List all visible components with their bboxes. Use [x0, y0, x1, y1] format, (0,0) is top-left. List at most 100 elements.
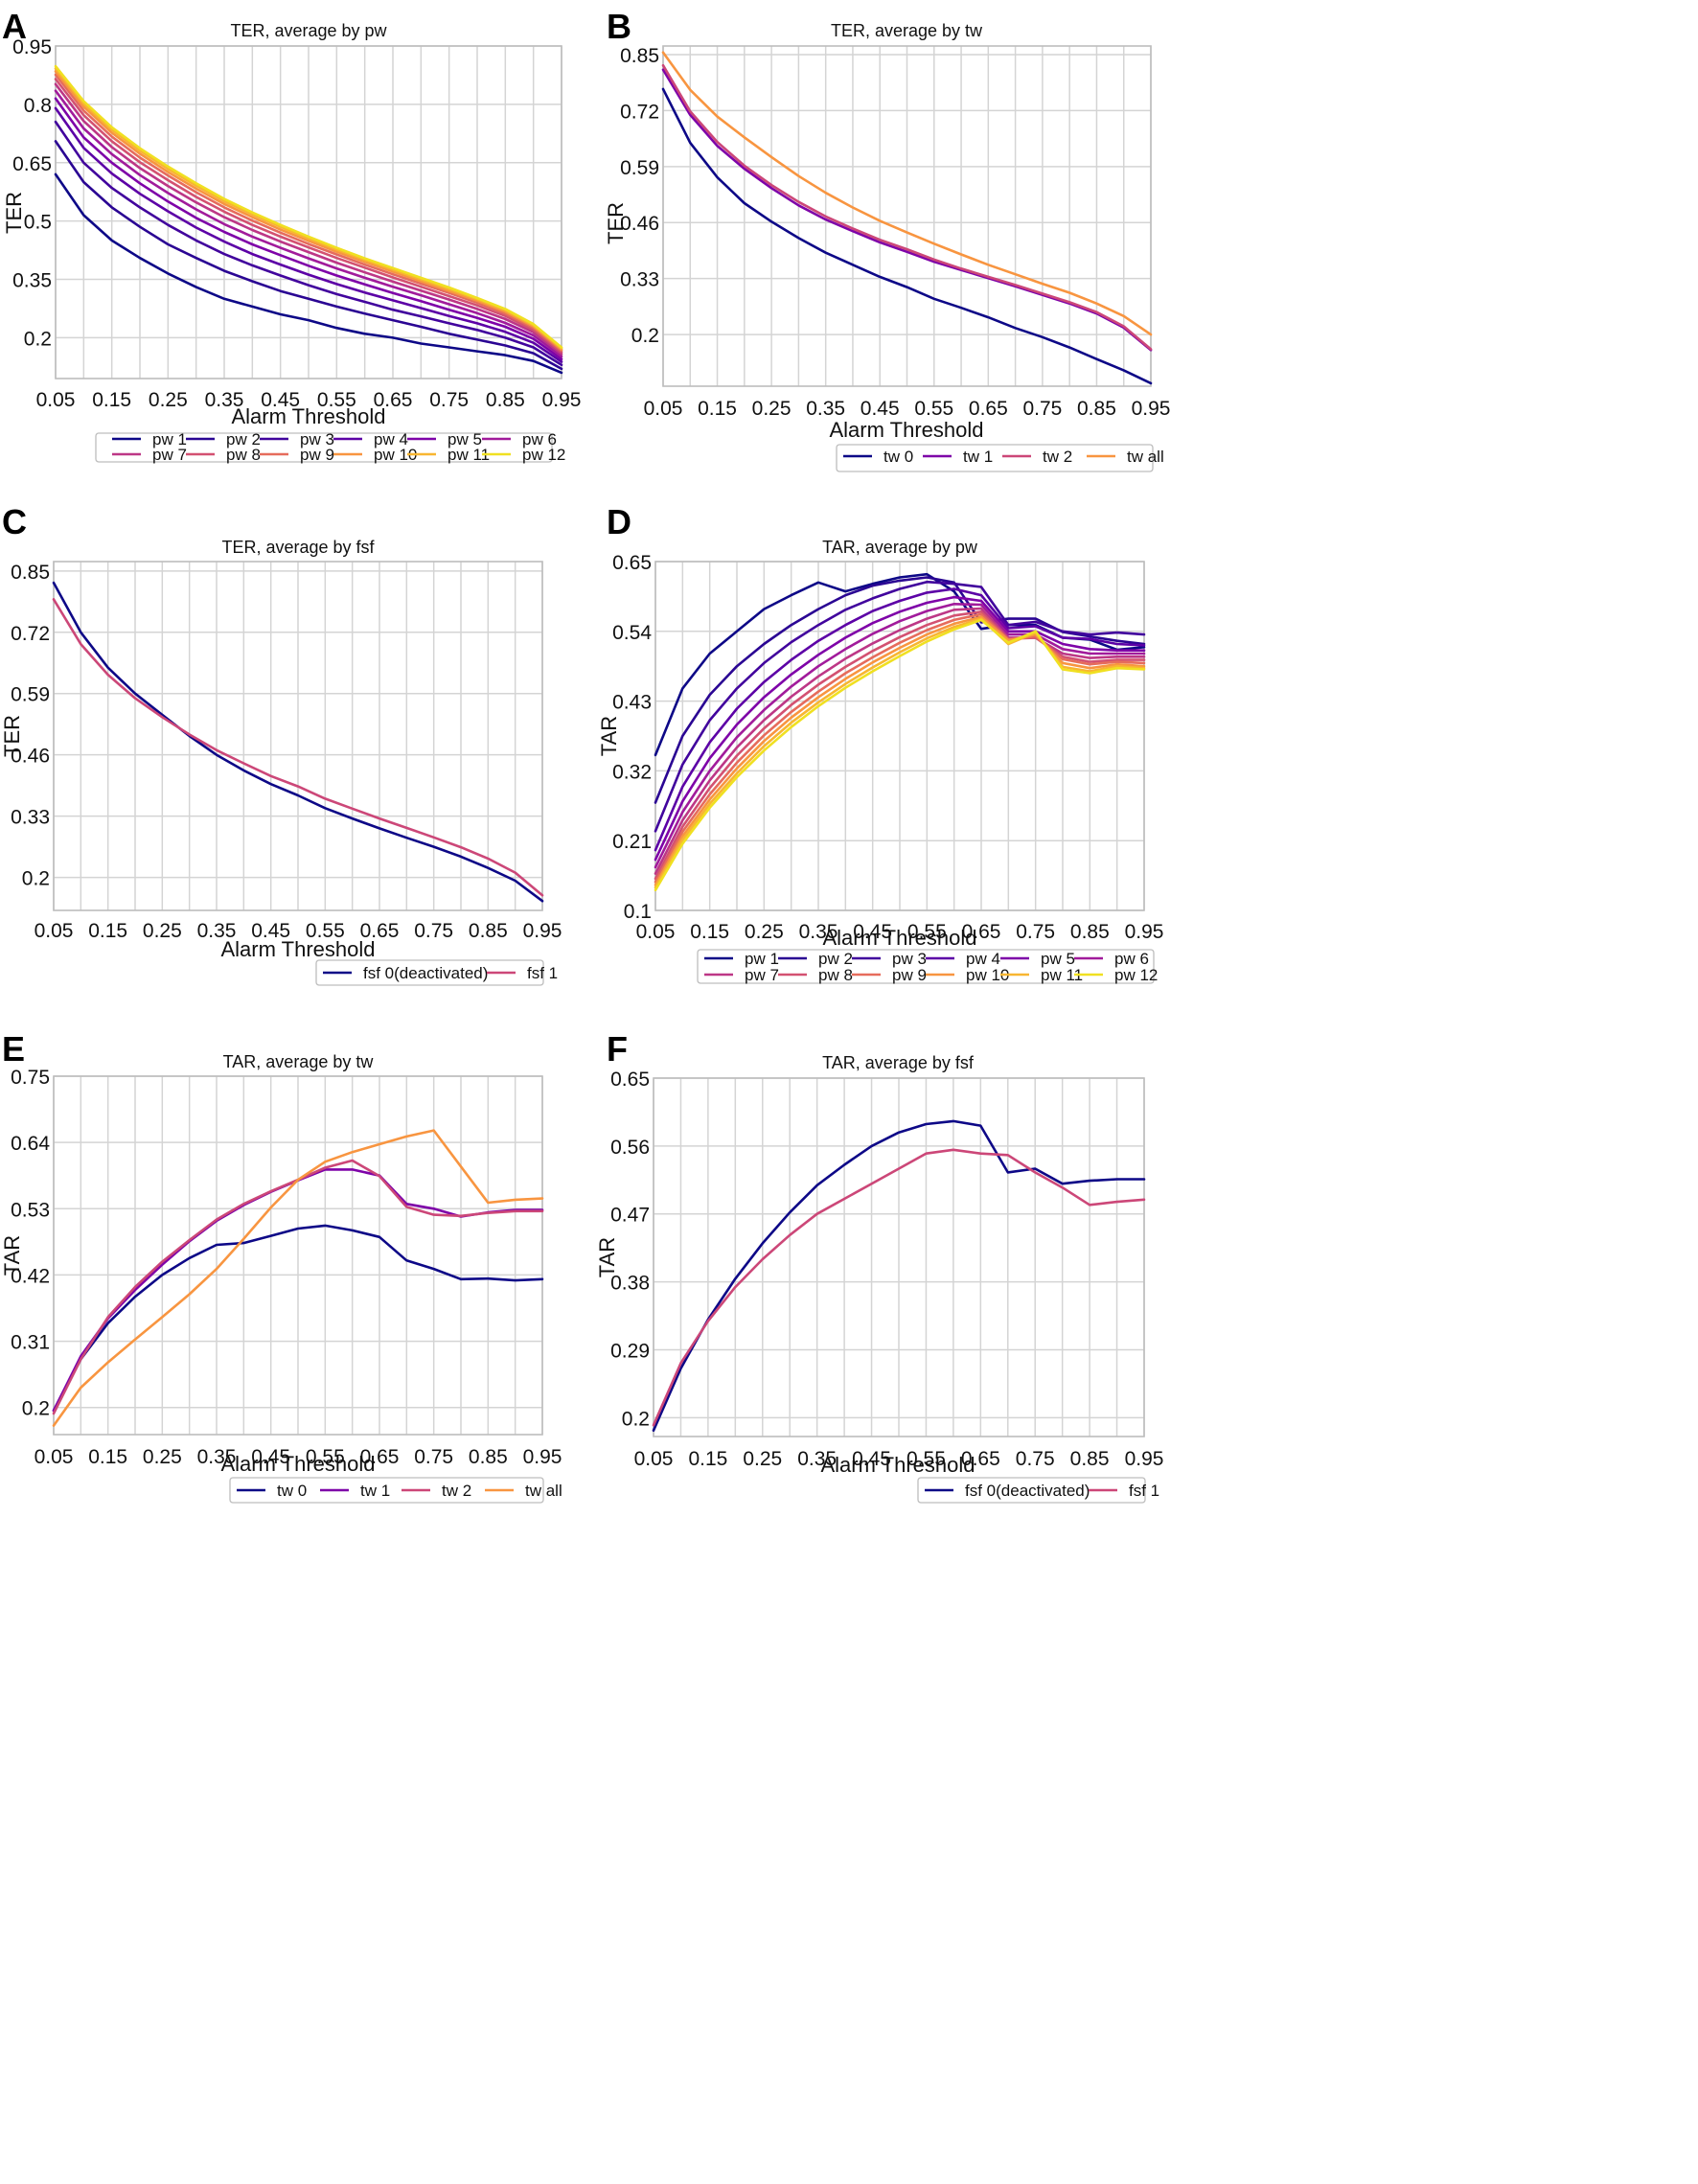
x-tick-label: 0.35 — [797, 1448, 837, 1470]
legend-item[interactable]: pw 2 — [778, 950, 853, 968]
x-tick-label: 0.35 — [197, 920, 237, 942]
legend-item[interactable]: pw 6 — [482, 430, 557, 448]
legend-item[interactable]: pw 4 — [333, 430, 408, 448]
chart-title: TER, average by tw — [831, 21, 983, 40]
legend-item[interactable]: tw 2 — [402, 1482, 471, 1500]
legend-item[interactable]: pw 6 — [1074, 950, 1149, 968]
legend-item[interactable]: tw all — [485, 1482, 562, 1500]
y-tick-label: 0.2 — [22, 1398, 50, 1420]
x-tick-label: 0.85 — [1077, 398, 1116, 420]
legend: fsf 0(deactivated) fsf 1 — [315, 959, 558, 986]
legend-item[interactable]: pw 5 — [407, 430, 482, 448]
legend-item[interactable]: tw 2 — [1002, 448, 1072, 466]
series-lines — [52, 1129, 544, 1427]
legend-item[interactable]: pw 4 — [926, 950, 1000, 968]
legend-item[interactable]: pw 12 — [1074, 966, 1158, 984]
x-tick-label: 0.05 — [634, 1448, 674, 1470]
legend-item[interactable]: pw 8 — [186, 446, 261, 464]
legend-label: pw 10 — [374, 446, 417, 464]
x-tick-labels: 0.05 0.15 0.25 0.35 0.45 0.55 0.65 0.75 0.85 0.95 — [34, 920, 562, 942]
legend-item[interactable]: tw 0 — [237, 1482, 307, 1500]
x-tick-label: 0.55 — [906, 1448, 946, 1470]
y-tick-label: 0.29 — [610, 1340, 650, 1362]
legend-item[interactable]: pw 2 — [186, 430, 261, 448]
legend-item[interactable]: pw 10 — [333, 446, 417, 464]
legend-label: tw 0 — [277, 1482, 307, 1500]
legend-item[interactable]: pw 3 — [852, 950, 927, 968]
y-tick-label: 0.59 — [11, 684, 50, 706]
legend-item[interactable]: pw 7 — [112, 446, 187, 464]
legend-item[interactable]: fsf 0(deactivated) — [925, 1482, 1090, 1500]
legend-item[interactable]: pw 1 — [704, 950, 779, 968]
legend-label: pw 2 — [226, 430, 261, 448]
legend-item[interactable]: pw 1 — [112, 430, 187, 448]
y-axis-label: TAR — [595, 1237, 619, 1277]
x-tick-label: 0.85 — [486, 389, 525, 411]
legend-label: pw 1 — [745, 950, 779, 968]
legend-label: tw 1 — [963, 448, 993, 466]
panel-letter: E — [2, 1029, 25, 1069]
y-tick-label: 0.85 — [11, 562, 50, 584]
legend-item[interactable]: fsf 1 — [487, 964, 558, 982]
x-tick-label: 0.75 — [414, 1446, 453, 1468]
series-line-pw-4 — [654, 587, 1146, 852]
legend-item[interactable]: pw 3 — [260, 430, 334, 448]
x-tick-label: 0.45 — [860, 398, 900, 420]
x-tick-label: 0.05 — [636, 921, 676, 943]
legend-label: fsf 1 — [1129, 1482, 1159, 1500]
legend-label: pw 9 — [300, 446, 334, 464]
legend-label: pw 6 — [522, 430, 557, 448]
y-tick-label: 0.21 — [612, 831, 652, 853]
x-tick-label: 0.65 — [360, 920, 400, 942]
series-line-pw-10 — [54, 70, 563, 351]
x-tick-label: 0.45 — [251, 1446, 290, 1468]
series-line-pw-3 — [54, 120, 563, 367]
y-tick-label: 0.95 — [12, 36, 52, 58]
x-tick-label: 0.45 — [261, 389, 300, 411]
x-tick-label: 0.35 — [806, 398, 845, 420]
legend-label: pw 7 — [745, 966, 779, 984]
legend-item[interactable]: fsf 0(deactivated) — [323, 964, 488, 982]
y-tick-label: 0.46 — [11, 746, 50, 768]
legend-item[interactable]: tw 0 — [843, 448, 913, 466]
legend-item[interactable]: pw 5 — [1000, 950, 1075, 968]
legend-label: tw 2 — [1043, 448, 1072, 466]
y-tick-label: 0.33 — [620, 269, 659, 291]
legend-item[interactable]: pw 8 — [778, 966, 853, 984]
x-tick-labels: 0.05 0.15 0.25 0.35 0.45 0.55 0.65 0.75 0.85 0.95 — [36, 389, 582, 411]
legend-item[interactable]: pw 11 — [1000, 966, 1083, 984]
legend-item[interactable]: pw 12 — [482, 446, 565, 464]
y-tick-label: 0.42 — [11, 1265, 50, 1287]
x-tick-label: 0.85 — [469, 1446, 508, 1468]
x-tick-label: 0.25 — [743, 1448, 782, 1470]
legend-item[interactable]: tw all — [1087, 448, 1164, 466]
legend-box — [917, 1477, 1146, 1504]
legend-item[interactable]: pw 9 — [852, 966, 927, 984]
y-tick-label: 0.31 — [11, 1332, 50, 1354]
legend-item[interactable]: pw 11 — [407, 446, 490, 464]
x-tick-label: 0.15 — [698, 398, 737, 420]
legend-item[interactable]: fsf 1 — [1089, 1482, 1159, 1500]
x-tick-label: 0.25 — [143, 920, 182, 942]
y-tick-label: 0.53 — [11, 1199, 50, 1221]
y-tick-labels: 0.85 0.72 0.59 0.46 0.33 0.2 — [620, 45, 659, 347]
legend-item[interactable]: pw 7 — [704, 966, 779, 984]
y-tick-label: 0.72 — [11, 623, 50, 645]
panel-e: E TAR, average by tw0.05 0.15 0.25 0.35 0.45 0… — [0, 1029, 562, 1504]
series-line-pw-2 — [54, 140, 563, 371]
series-line-pw-6 — [654, 602, 1146, 869]
x-tick-label: 0.75 — [1022, 398, 1062, 420]
series-line-pw-9 — [654, 612, 1146, 884]
legend-item[interactable]: tw 1 — [923, 448, 993, 466]
legend-label: pw 4 — [966, 950, 1000, 968]
y-axis-label: TAR — [0, 1235, 24, 1276]
x-axis-label: Alarm Threshold — [221, 937, 376, 961]
legend-item[interactable]: pw 10 — [926, 966, 1009, 984]
y-tick-label: 0.8 — [24, 95, 52, 117]
panel-letter: B — [607, 7, 631, 46]
legend-label: fsf 0(deactivated) — [965, 1482, 1090, 1500]
y-tick-labels: 0.85 0.72 0.59 0.46 0.33 0.2 — [11, 562, 50, 890]
plot-frame — [53, 1075, 543, 1436]
legend-item[interactable]: tw 1 — [320, 1482, 390, 1500]
legend-item[interactable]: pw 9 — [260, 446, 334, 464]
